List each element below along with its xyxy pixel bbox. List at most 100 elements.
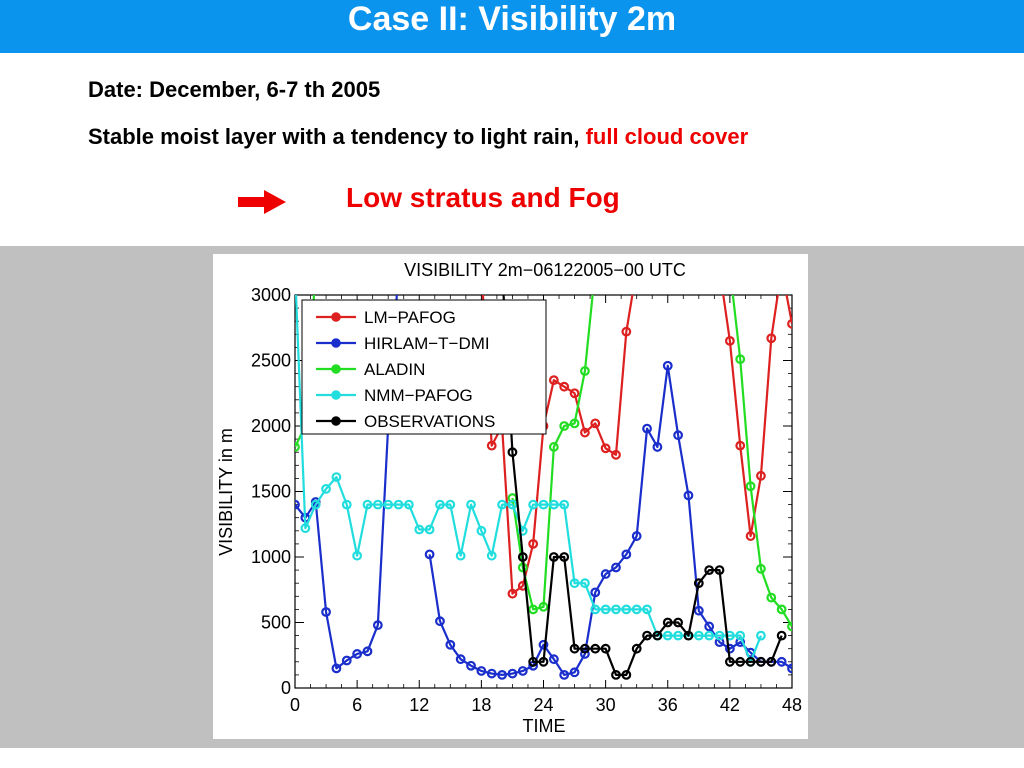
series-line <box>502 295 783 676</box>
data-point <box>693 578 704 589</box>
series-line <box>481 295 634 595</box>
x-tick-label: 6 <box>352 695 362 715</box>
x-tick-label: 12 <box>409 695 429 715</box>
legend-entry-label: OBSERVATIONS <box>364 412 495 431</box>
legend-entry-label: LM−PAFOG <box>364 308 456 327</box>
y-tick-label: 2500 <box>251 351 291 371</box>
data-point <box>569 578 580 589</box>
x-axis-label: TIME <box>523 716 566 736</box>
data-point <box>476 525 487 536</box>
data-point <box>662 360 673 371</box>
description-line: Stable moist layer with a tendency to li… <box>88 124 748 150</box>
data-point <box>611 562 621 573</box>
slide-title: Case II: Visibility 2m <box>347 0 677 38</box>
data-point <box>611 670 621 680</box>
data-point <box>295 442 300 452</box>
data-point <box>395 265 403 273</box>
data-point <box>735 630 746 641</box>
data-point <box>766 592 777 603</box>
data-point <box>362 646 373 657</box>
data-point <box>683 630 694 641</box>
data-point <box>548 375 559 386</box>
x-tick-label: 30 <box>596 695 616 715</box>
data-point <box>580 366 590 376</box>
data-point <box>611 604 621 615</box>
data-point <box>600 604 611 615</box>
data-point <box>414 524 425 535</box>
data-point <box>341 499 352 510</box>
data-point <box>652 630 663 641</box>
data-point <box>559 499 570 510</box>
legend-swatch-marker <box>331 312 341 322</box>
data-point <box>766 333 777 344</box>
data-point <box>372 620 383 631</box>
data-point <box>559 670 570 680</box>
data-point <box>726 265 734 273</box>
series-line <box>731 295 792 628</box>
description-highlight: full cloud cover <box>585 124 749 149</box>
data-point <box>538 656 549 667</box>
data-point <box>787 621 792 632</box>
data-point <box>507 588 518 599</box>
data-point <box>600 569 611 579</box>
data-point <box>486 440 497 451</box>
data-point <box>517 666 528 676</box>
title-bar: Case II: Visibility 2m <box>0 0 1024 53</box>
data-point <box>590 643 601 654</box>
series-line <box>428 364 792 676</box>
x-tick-label: 24 <box>533 695 553 715</box>
legend-swatch-marker <box>331 390 341 400</box>
right-arrow-icon <box>238 190 286 214</box>
data-point <box>362 499 373 510</box>
x-tick-label: 18 <box>471 695 491 715</box>
data-point <box>631 531 642 541</box>
data-point <box>756 656 766 667</box>
x-tick-label: 36 <box>658 695 678 715</box>
y-tick-label: 2000 <box>251 416 291 436</box>
data-point <box>538 639 549 650</box>
data-point <box>621 326 632 337</box>
data-point <box>466 499 476 510</box>
data-point <box>693 605 704 616</box>
series-1 <box>481 295 792 599</box>
data-point <box>621 549 632 560</box>
series-5 <box>502 295 787 680</box>
data-point <box>745 531 756 541</box>
data-point <box>507 499 518 510</box>
data-point <box>548 442 559 452</box>
data-point <box>756 563 766 574</box>
legend-swatch-marker <box>331 416 341 426</box>
data-point <box>486 668 497 679</box>
data-point <box>600 443 611 454</box>
data-point <box>372 499 383 510</box>
data-point <box>321 483 331 494</box>
legend-entry-label: NMM−PAFOG <box>364 386 473 405</box>
data-point <box>295 499 300 510</box>
data-point <box>735 354 746 365</box>
data-point <box>497 499 507 510</box>
data-point <box>507 668 518 679</box>
data-point <box>776 604 787 615</box>
data-point <box>435 499 445 510</box>
data-point <box>403 499 414 510</box>
data-point <box>435 616 445 627</box>
data-point <box>548 552 559 562</box>
data-point <box>580 427 590 438</box>
data-point <box>642 630 652 641</box>
series-line <box>295 295 762 663</box>
data-point <box>341 655 352 666</box>
data-point <box>548 499 559 510</box>
data-point <box>756 630 766 641</box>
data-point <box>528 539 539 549</box>
data-point <box>424 549 435 560</box>
data-point <box>704 621 715 632</box>
data-point <box>631 604 642 615</box>
data-point <box>538 499 549 510</box>
y-axis-label: VISIBILITY in m <box>216 428 236 556</box>
data-point <box>352 550 363 561</box>
data-point <box>724 335 735 346</box>
data-point <box>569 643 580 654</box>
legend-swatch-marker <box>331 338 341 348</box>
data-point <box>393 499 404 510</box>
data-point <box>528 499 539 510</box>
